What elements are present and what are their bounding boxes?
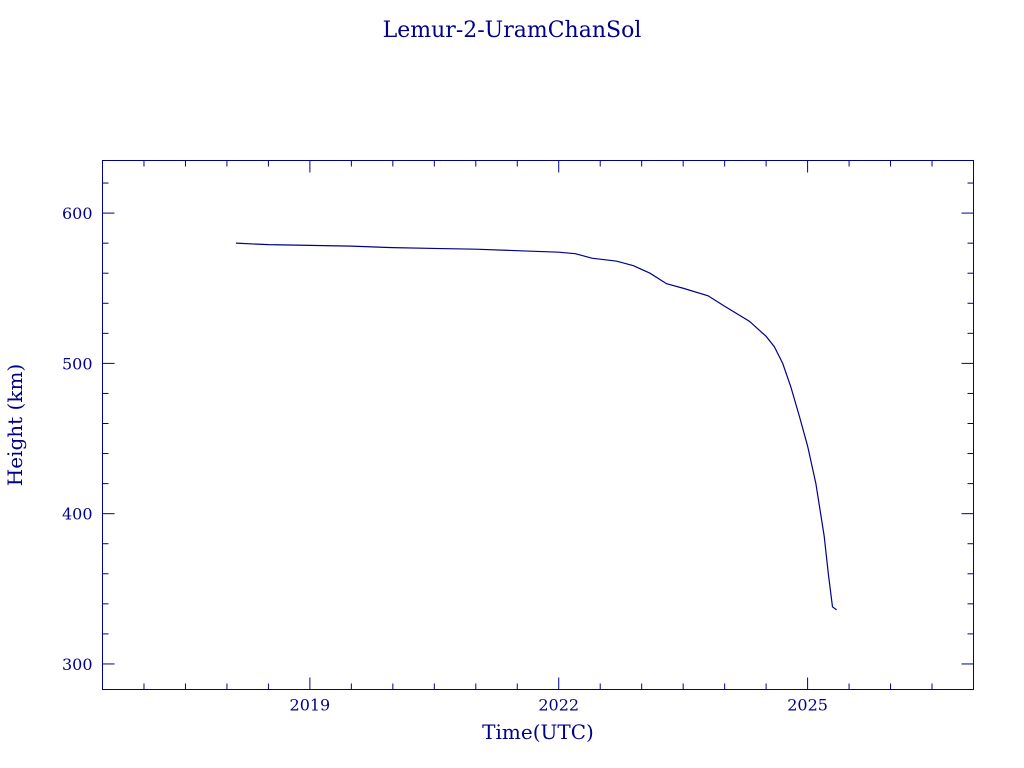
chart-title: Lemur-2-UramChanSol xyxy=(383,18,642,43)
y-tick-label: 400 xyxy=(62,505,93,524)
x-axis-label: Time(UTC) xyxy=(482,720,594,744)
series-group xyxy=(236,242,837,611)
x-tick-label: 2022 xyxy=(538,696,579,715)
axis-tick-labels: 2019 2022 2025 300 400 500 600 xyxy=(62,204,828,714)
axis-ticks xyxy=(102,160,974,690)
y-tick-label: 300 xyxy=(62,655,93,674)
x-tick-label: 2019 xyxy=(290,696,331,715)
y-tick-label: 600 xyxy=(62,204,93,223)
series-line xyxy=(236,242,837,611)
x-tick-label: 2025 xyxy=(787,696,828,715)
y-axis-label: Height (km) xyxy=(3,364,27,486)
plot-frame xyxy=(102,160,974,690)
y-tick-label: 500 xyxy=(62,354,93,373)
